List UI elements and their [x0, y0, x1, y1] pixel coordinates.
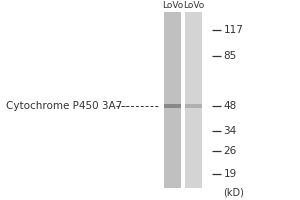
Bar: [185, 104, 202, 108]
Text: 85: 85: [224, 51, 237, 61]
Text: (kD): (kD): [224, 187, 244, 197]
Bar: [164, 104, 181, 108]
Text: 117: 117: [224, 25, 243, 35]
Text: 34: 34: [224, 126, 237, 136]
Text: Cytochrome P450 3A7--: Cytochrome P450 3A7--: [6, 101, 130, 111]
Text: 26: 26: [224, 146, 237, 156]
Text: 19: 19: [224, 169, 237, 179]
Bar: [185, 12, 202, 188]
Bar: [164, 12, 181, 188]
Text: LoVo: LoVo: [162, 1, 183, 10]
Text: LoVo: LoVo: [183, 1, 204, 10]
Text: 48: 48: [224, 101, 237, 111]
